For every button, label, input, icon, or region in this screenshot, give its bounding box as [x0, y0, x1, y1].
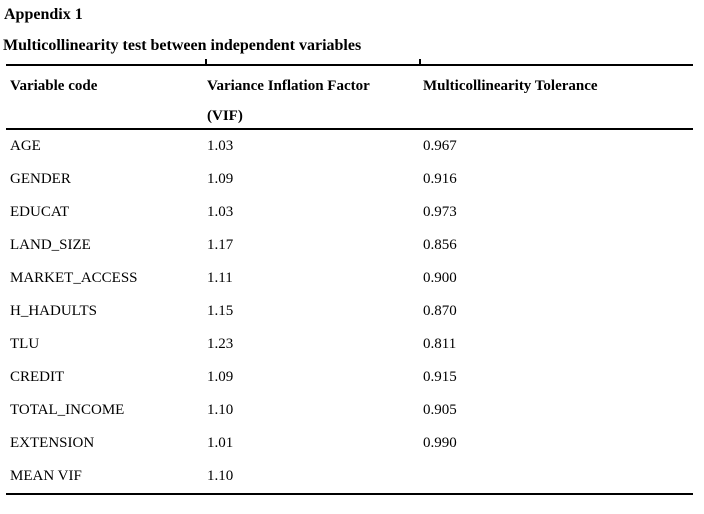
- table-row: AGE 1.03 0.967: [6, 130, 693, 163]
- cell-vif-value: 1.17: [207, 237, 234, 253]
- column-boundary-tick: [205, 59, 207, 64]
- cell-variable-code: H_HADULTS: [10, 303, 97, 319]
- appendix-title: Appendix 1: [4, 6, 83, 23]
- cell-variable-code: EDUCAT: [10, 204, 70, 220]
- cell-tolerance-value: 0.916: [423, 171, 457, 187]
- cell-tolerance-value: 0.915: [423, 369, 457, 385]
- cell-variable-code: MEAN VIF: [10, 468, 82, 484]
- table-row: EDUCAT 1.03 0.973: [6, 196, 693, 229]
- cell-tolerance-value: 0.967: [423, 138, 457, 154]
- header-variable-code: Variable code: [10, 78, 98, 94]
- table-bottom-rule: [6, 493, 693, 495]
- cell-variable-code: LAND_SIZE: [10, 237, 91, 253]
- cell-tolerance-value: 0.990: [423, 435, 457, 451]
- cell-vif-value: 1.23: [207, 336, 234, 352]
- cell-tolerance-value: 0.900: [423, 270, 457, 286]
- table-row: GENDER 1.09 0.916: [6, 163, 693, 196]
- cell-vif-value: 1.10: [207, 468, 234, 484]
- cell-variable-code: TOTAL_INCOME: [10, 402, 125, 418]
- cell-vif-value: 1.09: [207, 369, 234, 385]
- cell-variable-code: CREDIT: [10, 369, 65, 385]
- cell-vif-value: 1.11: [207, 270, 233, 286]
- table-row: MARKET_ACCESS 1.11 0.900: [6, 262, 693, 295]
- cell-tolerance-value: 0.973: [423, 204, 457, 220]
- table-header-row: Variable code Variance Inflation Factor …: [6, 66, 693, 128]
- header-tolerance: Multicollinearity Tolerance: [423, 78, 598, 94]
- cell-variable-code: AGE: [10, 138, 41, 154]
- table-body: AGE 1.03 0.967 GENDER 1.09 0.916 EDUCAT …: [6, 130, 693, 493]
- header-vif: Variance Inflation Factor (VIF): [207, 66, 423, 128]
- header-vif-line1: Variance Inflation Factor: [207, 78, 370, 94]
- cell-vif-value: 1.01: [207, 435, 234, 451]
- cell-vif-value: 1.10: [207, 402, 234, 418]
- cell-tolerance-value: 0.811: [423, 336, 457, 352]
- cell-variable-code: MARKET_ACCESS: [10, 270, 138, 286]
- multicollinearity-table: Variable code Variance Inflation Factor …: [6, 59, 693, 495]
- cell-vif-value: 1.03: [207, 138, 234, 154]
- cell-tolerance-value: 0.870: [423, 303, 457, 319]
- cell-tolerance-value: 0.856: [423, 237, 457, 253]
- table-row: MEAN VIF 1.10: [6, 460, 693, 493]
- cell-variable-code: EXTENSION: [10, 435, 95, 451]
- cell-variable-code: TLU: [10, 336, 40, 352]
- cell-tolerance-value: 0.905: [423, 402, 457, 418]
- table-row: LAND_SIZE 1.17 0.856: [6, 229, 693, 262]
- table-row: TLU 1.23 0.811: [6, 328, 693, 361]
- table-caption: Multicollinearity test between independe…: [3, 37, 362, 54]
- cell-vif-value: 1.09: [207, 171, 234, 187]
- table-row: CREDIT 1.09 0.915: [6, 361, 693, 394]
- column-boundary-tick: [419, 59, 421, 64]
- cell-vif-value: 1.03: [207, 204, 234, 220]
- cell-vif-value: 1.15: [207, 303, 234, 319]
- table-row: TOTAL_INCOME 1.10 0.905: [6, 394, 693, 427]
- table-row: H_HADULTS 1.15 0.870: [6, 295, 693, 328]
- header-vif-line2: (VIF): [207, 108, 243, 124]
- table-top-rule: [6, 59, 693, 66]
- table-header-rule: [6, 128, 693, 130]
- table-row: EXTENSION 1.01 0.990: [6, 427, 693, 460]
- cell-variable-code: GENDER: [10, 171, 71, 187]
